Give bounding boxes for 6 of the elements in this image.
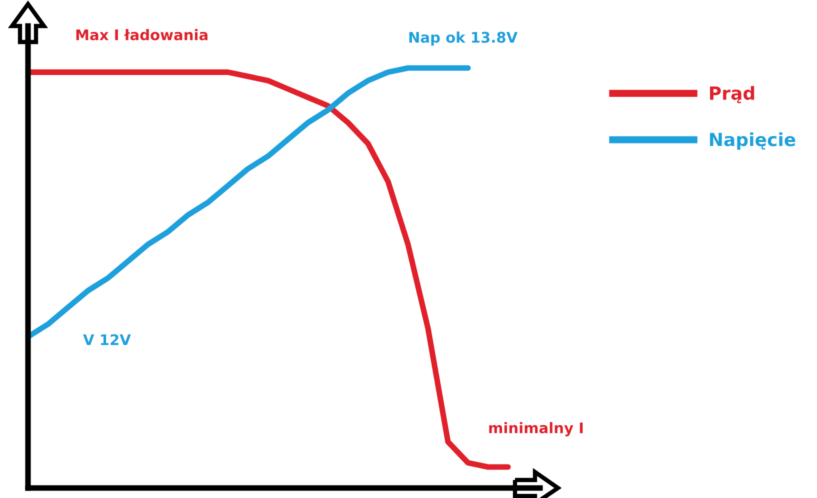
text: Max I ładowania [76,29,208,40]
text: Nap ok 13.8V [409,32,518,46]
annotation: V 12V [83,334,131,346]
legend-label: Napięcie [710,132,796,150]
annotation: minimalny I [489,422,583,436]
legend-label: Prąd [710,86,754,104]
